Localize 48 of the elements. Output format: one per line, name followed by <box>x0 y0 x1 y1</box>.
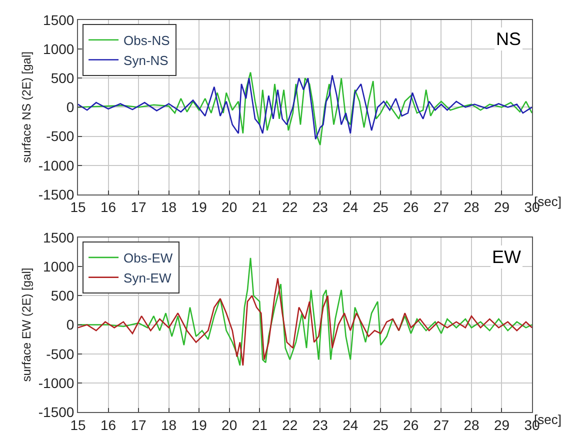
x-tick-label: 23 <box>312 199 328 216</box>
legend-label: Syn-NS <box>124 52 169 68</box>
y-tick-label: 500 <box>50 288 74 304</box>
x-tick-label: 25 <box>372 199 389 216</box>
y-tick-label: 0 <box>66 99 74 116</box>
x-tick-label: 20 <box>222 416 238 433</box>
x-tick-label: 24 <box>342 416 358 433</box>
x-tick-label: 26 <box>403 199 419 216</box>
x-tick-label: 19 <box>191 199 208 216</box>
y-tick-label: 1500 <box>43 229 74 246</box>
x-tick-label: 19 <box>191 416 208 433</box>
legend-label: Syn-EW <box>124 270 172 286</box>
legend-label: Obs-NS <box>124 32 170 48</box>
x-tick-label: 24 <box>342 199 358 216</box>
y-tick-label: -500 <box>46 346 74 362</box>
x-tick-label: 18 <box>161 199 177 216</box>
y-axis-title: surface NS (2E) [gal] <box>20 52 34 163</box>
y-tick-label: 1000 <box>43 40 74 57</box>
x-tick-label: 29 <box>494 416 510 433</box>
y-tick-label: 500 <box>50 70 74 86</box>
y-tick-label: -1000 <box>38 374 74 391</box>
y-tick-label: -1000 <box>38 157 74 174</box>
x-tick-label: 16 <box>100 199 116 216</box>
x-tick-label: 28 <box>464 199 480 216</box>
x-tick-label: 16 <box>100 416 116 433</box>
x-tick-label: 27 <box>433 416 450 433</box>
annotation: EW <box>492 247 522 267</box>
x-tick-label: 29 <box>494 199 510 216</box>
y-tick-label: 1500 <box>43 12 74 28</box>
x-tick-label: 20 <box>222 199 238 216</box>
x-tick-label: 25 <box>372 416 389 433</box>
x-tick-label: 17 <box>130 416 147 433</box>
y-tick-label: 0 <box>66 316 74 333</box>
annotation: NS <box>496 29 522 49</box>
x-tick-label: 26 <box>403 416 419 433</box>
legend-label: Obs-EW <box>124 250 174 266</box>
y-tick-label: 1000 <box>43 258 74 275</box>
x-tick-label: 17 <box>130 199 147 216</box>
y-tick-label: -500 <box>46 128 74 144</box>
x-tick-label: 22 <box>282 199 298 216</box>
x-tick-label: 18 <box>161 416 177 433</box>
x-tick-label: 21 <box>252 416 268 433</box>
x-tick-label: 27 <box>433 199 450 216</box>
x-tick-label: 23 <box>312 416 328 433</box>
y-axis-title: surface EW (2E) [gal] <box>20 268 34 382</box>
x-tick-label: 21 <box>252 199 268 216</box>
x-tick-label: 22 <box>282 416 298 433</box>
x-tick-label: 28 <box>464 416 480 433</box>
